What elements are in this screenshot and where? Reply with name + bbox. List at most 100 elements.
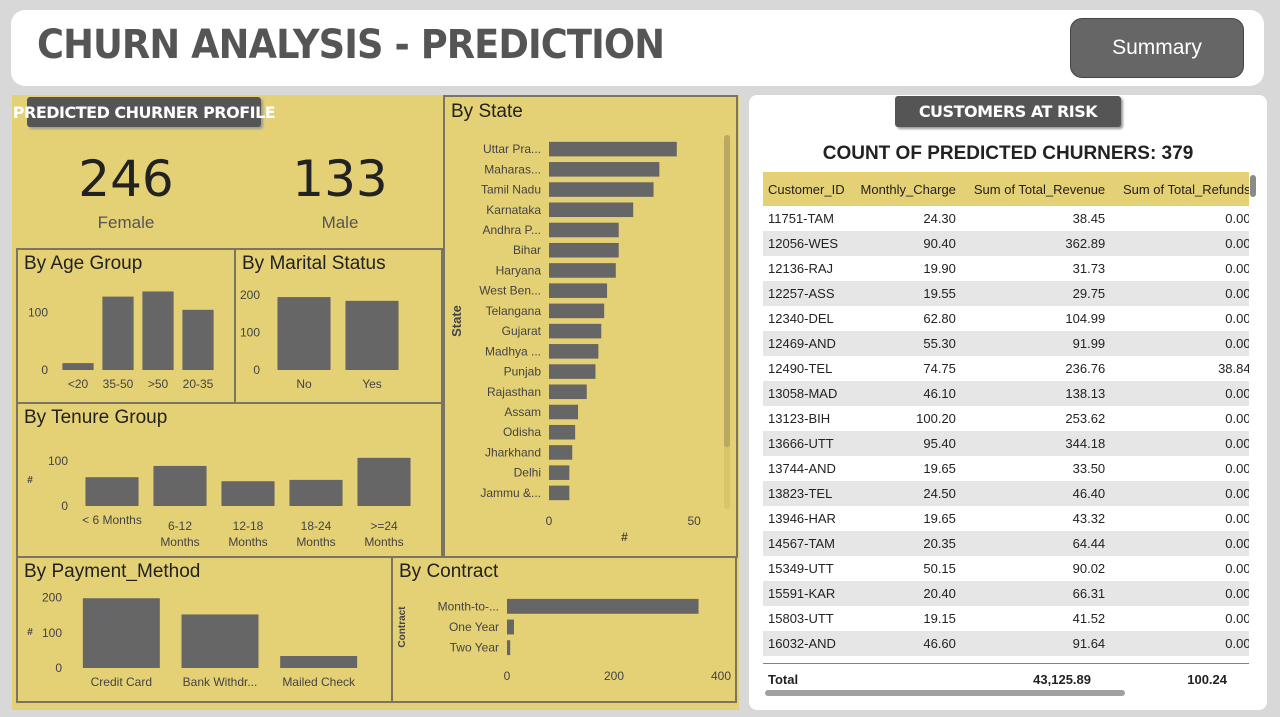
- category-label: Madhya ...: [485, 344, 541, 358]
- bar: [102, 296, 134, 370]
- y-tick-label: 100: [28, 306, 48, 320]
- table-row[interactable]: 12469-AND 55.30 91.99 0.00: [763, 331, 1249, 356]
- table-cell: 0.00: [1225, 311, 1249, 326]
- category-label: Telangana: [486, 304, 542, 318]
- y-tick-label: 0: [253, 363, 260, 377]
- category-label: Uttar Pra...: [483, 142, 541, 156]
- state-title: By State: [451, 101, 523, 122]
- bar: [82, 598, 160, 668]
- table-cell: 19.55: [849, 281, 961, 306]
- table-row[interactable]: 12257-ASS 19.55 29.75 0.00: [763, 281, 1249, 306]
- table-row[interactable]: 13666-UTT 95.40 344.18 0.00: [763, 431, 1249, 456]
- table-row[interactable]: 15591-KAR 20.40 66.31 0.00: [763, 581, 1249, 606]
- table-cell: 31.73: [1072, 261, 1106, 276]
- bar: [549, 384, 587, 400]
- column-header[interactable]: Monthly_Charge: [849, 172, 961, 206]
- y-tick-label: 100: [240, 326, 260, 340]
- column-header[interactable]: Sum of Total_Refunds: [1110, 172, 1249, 206]
- bar: [289, 479, 343, 506]
- category-label: Months: [160, 535, 199, 549]
- marital-status-chart-panel: By Marital Status No Yes 0 100 200: [234, 248, 443, 404]
- table-row[interactable]: 14567-TAM 20.35 64.44 0.00: [763, 531, 1249, 556]
- bar: [549, 323, 602, 339]
- bar: [549, 242, 619, 258]
- bar: [549, 141, 677, 157]
- page-title: CHURN ANALYSIS - PREDICTION: [37, 22, 665, 68]
- total-revenue: 43,125.89: [1033, 672, 1091, 687]
- contract-chart: Month-to-... One Year Two Year 0 200 400 Contr…: [397, 598, 731, 683]
- payment-method-title: By Payment_Method: [24, 561, 201, 582]
- summary-button[interactable]: Summary: [1070, 18, 1244, 78]
- table-cell: 13058-MAD: [763, 381, 850, 406]
- table-cell: 0.00: [1110, 331, 1249, 356]
- category-label: < 6 Months: [82, 513, 142, 527]
- category-label: Karnataka: [486, 203, 541, 217]
- table-row[interactable]: 13744-AND 19.65 33.50 0.00: [763, 456, 1249, 481]
- table-vertical-scrollbar[interactable]: [1250, 175, 1256, 197]
- bar: [357, 457, 411, 506]
- table-row[interactable]: 11751-TAM 24.30 38.45 0.00: [763, 206, 1249, 231]
- table-cell: 95.40: [849, 431, 961, 456]
- table-cell: 12469-AND: [763, 331, 850, 356]
- category-label: Credit Card: [91, 675, 152, 689]
- column-header[interactable]: Sum of Total_Revenue: [960, 172, 1111, 206]
- table-cell: 15591-KAR: [763, 581, 850, 606]
- category-label: Delhi: [514, 466, 541, 480]
- total-refunds: 100.24: [1187, 672, 1227, 687]
- category-label: Punjab: [504, 365, 542, 379]
- table-row[interactable]: 13823-TEL 24.50 46.40 0.00: [763, 481, 1249, 506]
- bar: [549, 263, 616, 278]
- bar: [549, 182, 654, 197]
- table-total-row: Total 43,125.89 100.24: [763, 663, 1249, 693]
- table-row[interactable]: 13123-BIH 100.20 253.62 0.00: [763, 406, 1249, 431]
- bar: [549, 283, 608, 298]
- category-label: Bihar: [513, 243, 541, 257]
- age-group-title: By Age Group: [24, 253, 143, 274]
- table-cell: 29.75: [960, 281, 1111, 306]
- category-label: Gujarat: [502, 324, 542, 338]
- state-scroll-thumb[interactable]: [724, 135, 730, 447]
- tenure-group-title: By Tenure Group: [24, 407, 168, 428]
- table-cell: 74.75: [923, 361, 956, 376]
- table-row[interactable]: 13058-MAD 46.10 138.13 0.00: [763, 381, 1249, 406]
- table-row[interactable]: 13946-HAR 19.65 43.32 0.00: [763, 506, 1249, 531]
- table-cell: 0.00: [1110, 581, 1249, 606]
- header-bar: [11, 10, 1264, 86]
- bar: [549, 344, 599, 359]
- churner-count-title: COUNT OF PREDICTED CHURNERS: 379: [822, 143, 1194, 164]
- table-cell: 46.10: [849, 381, 961, 406]
- table-cell: 50.15: [923, 561, 956, 576]
- table-row[interactable]: 15349-UTT 50.15 90.02 0.00: [763, 556, 1249, 581]
- table-row[interactable]: 16032-AND 46.60 91.64 0.00: [763, 631, 1249, 656]
- table-cell: 13946-HAR: [768, 511, 836, 526]
- table-cell: 19.65: [923, 461, 956, 476]
- bar: [549, 364, 596, 379]
- category-label: Andhra P...: [483, 223, 542, 237]
- table-row[interactable]: 12490-TEL 74.75 236.76 38.84: [763, 356, 1249, 381]
- table-cell: 138.13: [960, 381, 1111, 406]
- y-tick-label: 200: [240, 288, 260, 302]
- bar: [549, 162, 660, 177]
- category-label: 12-18: [233, 519, 264, 533]
- table-row[interactable]: 12340-DEL 62.80 104.99 0.00: [763, 306, 1249, 331]
- bar: [153, 465, 207, 506]
- category-label: Odisha: [503, 425, 541, 439]
- male-count: 133: [292, 150, 388, 208]
- bar: [549, 445, 573, 460]
- table-cell: 15349-UTT: [768, 561, 834, 576]
- table-cell: 20.35: [849, 531, 961, 556]
- table-cell: 0.00: [1110, 481, 1249, 506]
- column-header[interactable]: Customer_ID: [763, 172, 850, 206]
- female-count: 246: [78, 150, 174, 208]
- total-label: Total: [768, 672, 799, 687]
- table-horizontal-scrollbar[interactable]: [765, 690, 1125, 696]
- table-row[interactable]: 15803-UTT 19.15 41.52 0.00: [763, 606, 1249, 631]
- table-cell: 0.00: [1225, 611, 1249, 626]
- table-row[interactable]: 12056-WES 90.40 362.89 0.00: [763, 231, 1249, 256]
- bar: [507, 640, 511, 656]
- table-row[interactable]: 12136-RAJ 19.90 31.73 0.00: [763, 256, 1249, 281]
- x-tick-label: 50: [688, 514, 702, 528]
- marital-status-title: By Marital Status: [242, 253, 386, 274]
- category-label: 18-24: [301, 519, 332, 533]
- category-label: Jharkhand: [485, 445, 541, 459]
